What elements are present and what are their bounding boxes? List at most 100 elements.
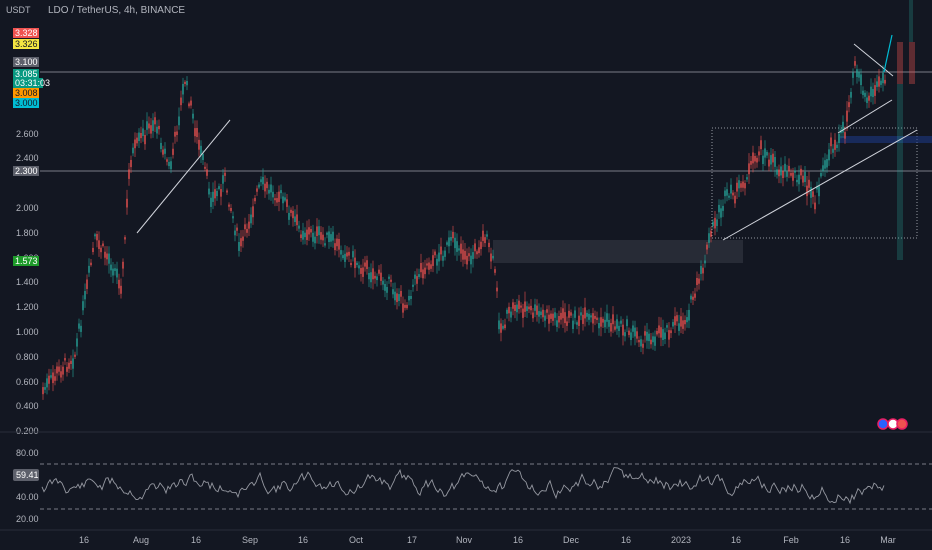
candle-body	[148, 123, 150, 129]
time-label: 2023	[671, 535, 691, 545]
candle-body	[370, 272, 372, 283]
position-target-zone[interactable]	[897, 84, 903, 260]
candle-body	[124, 237, 126, 240]
flag-icon-3[interactable]	[896, 418, 908, 430]
candle-body	[732, 192, 734, 196]
candle-body	[292, 210, 294, 219]
candle-body	[486, 234, 488, 237]
candle-body	[314, 236, 316, 244]
candle-body	[170, 161, 172, 170]
candle-body	[880, 80, 882, 85]
flag-icon-1[interactable]	[877, 418, 889, 430]
candle-body	[160, 142, 162, 149]
candle-body	[238, 242, 240, 251]
candle-body	[200, 145, 202, 155]
candle-body	[608, 320, 610, 327]
candle-body	[620, 320, 622, 324]
candle-body	[450, 237, 452, 241]
candle-body	[172, 148, 174, 155]
candle-body	[382, 280, 384, 285]
candle-body	[722, 205, 724, 211]
range-box[interactable]	[711, 127, 918, 239]
supply-zone-box[interactable]	[493, 240, 743, 263]
candle-body	[542, 309, 544, 318]
rsi-value-badge	[13, 469, 39, 481]
candle-body	[884, 79, 886, 84]
candle-body	[86, 279, 88, 289]
price-badge-bg	[13, 166, 39, 176]
candle-body	[364, 262, 366, 267]
candle-body	[242, 236, 244, 241]
candle-body	[414, 274, 416, 279]
candle-body	[818, 185, 820, 197]
candle-body	[492, 255, 494, 259]
currency-label: USDT	[6, 5, 31, 15]
candle-body	[440, 246, 442, 255]
candle-body	[198, 139, 200, 150]
candle-body	[582, 314, 584, 324]
ascending-trendline-upper[interactable]	[837, 99, 893, 134]
candle-body	[420, 263, 422, 273]
candle-body	[356, 262, 358, 266]
candle-body	[768, 159, 770, 167]
candle-body	[422, 269, 424, 279]
candle-body	[766, 151, 768, 156]
time-label: 16	[298, 535, 308, 545]
price-badge: 3.328	[15, 28, 38, 38]
candle-body	[246, 228, 248, 233]
candle-body	[616, 319, 618, 329]
price-badge: 2.300	[15, 166, 38, 176]
candle-body	[346, 252, 348, 257]
candle-body	[752, 152, 754, 164]
candle-body	[502, 325, 504, 329]
candle-body	[748, 163, 750, 175]
price-tick: 2.400	[16, 153, 39, 163]
time-label: Sep	[242, 535, 258, 545]
candle-body	[184, 81, 186, 84]
candle-body	[66, 366, 68, 372]
candle-body	[442, 255, 444, 261]
candle-body	[244, 224, 246, 230]
time-label: 16	[731, 535, 741, 545]
time-axis[interactable]: 16 Aug 16 Sep 16 Oct 17 Nov 16 Dec 16 2023 16 Feb 16 Ma…	[79, 535, 896, 545]
candle-body	[204, 166, 206, 169]
candle-body	[306, 229, 308, 240]
candle-body	[116, 268, 118, 278]
position-stop-zone-2[interactable]	[909, 42, 915, 84]
descending-trendline[interactable]	[853, 43, 894, 77]
candle-body	[772, 153, 774, 163]
flag-icons[interactable]	[877, 418, 908, 430]
candle-body	[708, 233, 710, 243]
candle-body	[298, 225, 300, 229]
candle-body	[692, 296, 694, 300]
candle-body	[304, 232, 306, 238]
candle-body	[580, 312, 582, 316]
price-tick: 1.400	[16, 277, 39, 287]
candle-body	[526, 306, 528, 312]
candle-body	[546, 309, 548, 313]
candle-body	[696, 277, 698, 285]
candle-body	[618, 325, 620, 331]
position-stop-zone[interactable]	[897, 42, 903, 84]
trendline-aug[interactable]	[136, 119, 231, 234]
candle-body	[104, 251, 106, 258]
candle-body	[780, 166, 782, 176]
time-label: Mar	[880, 535, 896, 545]
candle-body	[228, 204, 230, 207]
candle-body	[316, 226, 318, 237]
candle-body	[454, 237, 456, 249]
candle-body	[634, 327, 636, 337]
ascending-trendline-lower[interactable]	[722, 129, 918, 241]
projection-arrow[interactable]	[883, 34, 893, 73]
position-target-top[interactable]	[909, 0, 913, 42]
candle-body	[350, 262, 352, 266]
candle-body	[312, 232, 314, 242]
candle-body	[378, 269, 380, 274]
candle-body	[854, 61, 856, 66]
candle-body	[384, 283, 386, 291]
candle-body	[590, 315, 592, 318]
blue-zone[interactable]	[840, 136, 932, 143]
symbol-title[interactable]: LDO / TetherUS, 4h, BINANCE	[48, 5, 185, 16]
candle-body	[724, 190, 726, 197]
